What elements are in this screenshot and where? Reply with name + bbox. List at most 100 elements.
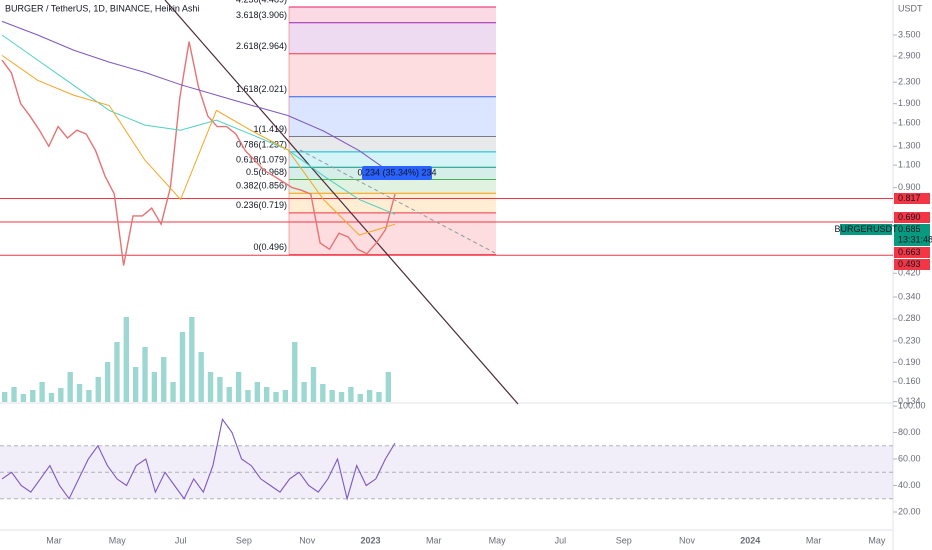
volume-bar <box>235 372 242 402</box>
volume-bar <box>161 357 167 402</box>
x-tick-label: Mar <box>46 535 62 545</box>
chart-title: BURGER / TetherUS, 1D, BINANCE, Heikin A… <box>5 3 199 13</box>
price-tag-label: 0.493 <box>898 259 921 269</box>
y-tick-label: 1.600 <box>898 117 921 127</box>
trend-line <box>164 0 519 405</box>
volume-bar <box>245 390 251 402</box>
x-tick-label: Jul <box>555 535 567 545</box>
volume-bar <box>226 387 232 402</box>
moving-average <box>1 34 396 215</box>
volume-bar <box>366 390 373 402</box>
volume-bar <box>357 394 363 402</box>
volume-bar <box>376 392 382 402</box>
fib-zone <box>289 136 496 152</box>
y-tick-label: 0.230 <box>898 335 921 345</box>
volume-bar <box>58 388 64 402</box>
fib-zone <box>289 212 496 255</box>
volume-bar <box>76 384 83 402</box>
fib-zone <box>289 151 496 168</box>
price-tag-label: 0.690 <box>898 212 921 222</box>
y-tick-label: 0.160 <box>898 376 921 386</box>
volume-bar <box>282 390 289 402</box>
volume-bar <box>39 382 45 402</box>
x-tick-label: May <box>109 535 127 545</box>
fib-label: 1(1.419) <box>253 124 287 134</box>
volume-bar <box>20 394 27 402</box>
price-line-series <box>1 41 396 266</box>
volume-bar <box>348 387 354 402</box>
volume-bar <box>310 367 317 402</box>
fib-label: 0(0.496) <box>253 242 287 252</box>
volume-bar <box>67 372 73 402</box>
y-tick-label: 0.190 <box>898 357 921 367</box>
x-tick-label: Sep <box>616 535 632 545</box>
volume-bar <box>320 384 326 402</box>
volume-bar <box>338 392 345 402</box>
fib-zone <box>289 96 496 137</box>
volume-bar <box>273 392 279 402</box>
x-tick-label: Mar <box>806 535 822 545</box>
rsi-line <box>1 417 396 501</box>
last-price-tag <box>894 224 930 247</box>
volume-bar <box>264 387 270 402</box>
axes: 3.500 2.900 2.300 1.900 1.600 1.300 1.100 0.900… <box>46 29 932 545</box>
fib-zone <box>289 53 496 97</box>
volume-bar <box>114 342 120 402</box>
y-tick-label: 0.134 <box>898 396 921 406</box>
measure-label: 0.234 (35.34%) 234 <box>357 167 436 177</box>
volume-bar <box>11 387 17 402</box>
x-tick-label: May <box>489 535 507 545</box>
volume-bar <box>48 393 55 402</box>
volume-bar <box>198 352 204 402</box>
y-tick-label: 1.100 <box>898 159 921 169</box>
y-tick-label: 3.500 <box>898 29 921 39</box>
moving-average <box>1 54 396 236</box>
y-tick-label: 0.340 <box>898 291 921 301</box>
volume-bar <box>189 317 195 402</box>
volume-bar <box>170 382 176 402</box>
price-tag <box>894 247 930 259</box>
rsi-tick-label: 40.00 <box>898 480 921 490</box>
fib-label: 2.618(2.964) <box>236 41 287 51</box>
price-tag <box>894 193 930 205</box>
price-tag-label: 0.663 <box>898 247 921 257</box>
x-tick-label: Nov <box>299 535 316 545</box>
y-tick-label: 0.420 <box>898 268 921 278</box>
price-tag <box>894 259 930 271</box>
symbol-tag <box>840 224 892 236</box>
last-price: 0.685 <box>898 224 921 234</box>
volume-bar <box>95 377 101 402</box>
fib-label: 3.618(3.906) <box>236 10 287 20</box>
x-tick-label: Nov <box>679 535 696 545</box>
symbol-name: BURGERUSDT <box>834 224 898 234</box>
projection-line <box>299 149 496 254</box>
volume-bar <box>385 372 391 402</box>
volume-bar <box>207 372 214 402</box>
volume-bar <box>254 382 260 402</box>
volume-bar <box>104 362 111 402</box>
fib-zone <box>289 179 496 194</box>
x-tick-label: Mar <box>426 535 442 545</box>
measure-box <box>362 166 432 180</box>
volume-bar <box>30 390 36 402</box>
x-tick-label: May <box>868 535 886 545</box>
price-tag <box>894 212 930 224</box>
y-tick-label: 2.300 <box>898 77 921 87</box>
volume-bar <box>329 390 335 402</box>
volume-bar <box>123 317 129 402</box>
fib-label: 0.618(1.079) <box>236 155 287 165</box>
volume-bar <box>292 342 298 402</box>
x-tick-label: Jul <box>175 535 187 545</box>
volume-bar <box>2 392 8 402</box>
y-tick-label: 2.900 <box>898 51 921 61</box>
x-tick-label: 2024 <box>740 535 760 545</box>
y-tick-label: 0.900 <box>898 182 921 192</box>
y-axis-label: USDT <box>898 3 923 13</box>
fib-label: 0.786(1.237) <box>236 139 287 149</box>
fib-label: 0.382(0.856) <box>236 181 287 191</box>
price-pane: 0.234 (35.34%) 234 <box>0 0 893 405</box>
moving-average <box>1 20 396 177</box>
volume-bar <box>142 347 148 402</box>
